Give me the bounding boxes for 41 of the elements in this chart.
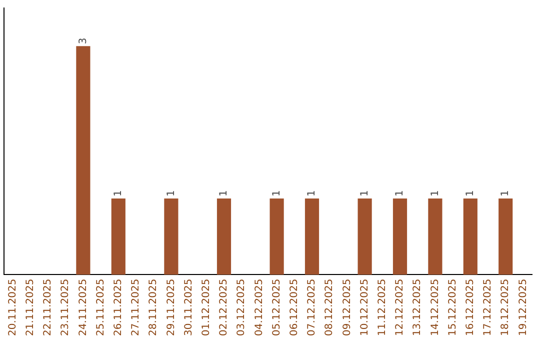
- data-label: 1: [112, 190, 124, 197]
- data-label: 1: [394, 190, 406, 197]
- x-tick-label: 04.12.2025: [254, 278, 265, 336]
- x-tick-label: 20.11.2025: [7, 278, 18, 336]
- x-tick-label: 23.11.2025: [60, 278, 72, 336]
- x-tick-label: 06.12.2025: [288, 278, 300, 336]
- data-label: 1: [359, 190, 370, 197]
- x-tick-label: 07.12.2025: [306, 278, 318, 336]
- x-tick-label: 14.12.2025: [430, 278, 441, 336]
- x-tick-label: 28.11.2025: [148, 278, 160, 336]
- x-tick-label: 19.12.2025: [518, 278, 529, 336]
- x-tick-label: 02.12.2025: [218, 278, 230, 336]
- data-label: 1: [218, 190, 230, 197]
- x-tick-label: 26.11.2025: [112, 278, 124, 336]
- x-tick-label: 15.12.2025: [447, 278, 458, 336]
- x-tick-label: 18.12.2025: [500, 278, 512, 336]
- x-tick-label: 08.12.2025: [324, 278, 336, 336]
- x-tick-label: 10.12.2025: [359, 278, 370, 336]
- data-label: 1: [271, 190, 282, 197]
- x-tick-label: 09.12.2025: [342, 278, 353, 336]
- x-tick-label: 05.12.2025: [271, 278, 282, 336]
- x-tick-label: 29.11.2025: [166, 278, 177, 336]
- data-label: 1: [166, 190, 177, 197]
- x-tick-label: 13.12.2025: [412, 278, 424, 336]
- data-label: 1: [306, 190, 318, 197]
- x-tick-label: 03.12.2025: [236, 278, 248, 336]
- data-label: 1: [500, 190, 512, 197]
- x-tick-label: 11.12.2025: [376, 278, 388, 336]
- x-tick-label: 01.12.2025: [200, 278, 212, 336]
- x-tick-label: 21.11.2025: [24, 278, 36, 336]
- x-tick-label: 17.12.2025: [482, 278, 494, 336]
- x-tick-label: 16.12.2025: [464, 278, 476, 336]
- x-tick-label: 24.11.2025: [78, 278, 89, 336]
- x-tick-label: 22.11.2025: [42, 278, 54, 336]
- x-tick-label: 30.11.2025: [183, 278, 194, 336]
- x-tick-label: 27.11.2025: [130, 278, 142, 336]
- x-tick-label: 25.11.2025: [95, 278, 106, 336]
- data-label: 1: [430, 190, 441, 197]
- data-label: 3: [78, 38, 89, 44]
- x-tick-label: 12.12.2025: [394, 278, 406, 336]
- data-label: 1: [464, 190, 476, 197]
